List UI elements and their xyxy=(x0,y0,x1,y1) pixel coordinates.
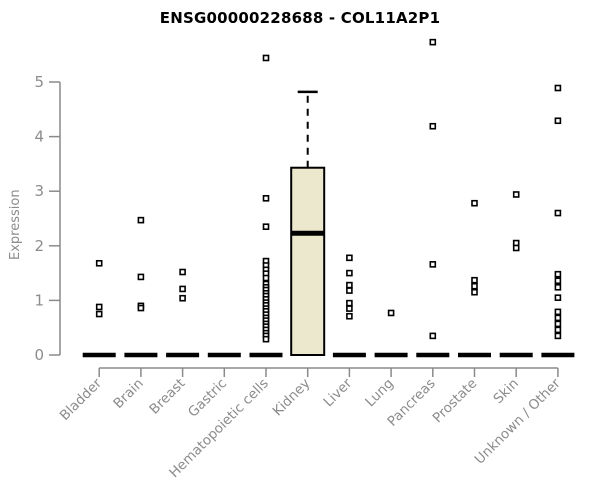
outlier-point xyxy=(554,320,562,328)
y-tick-label: 0 xyxy=(34,346,44,364)
outlier-point xyxy=(137,304,145,312)
outlier-point xyxy=(554,270,562,278)
outlier-point xyxy=(554,209,562,217)
x-category-label: Prostate xyxy=(430,376,481,427)
outlier-point xyxy=(554,117,562,125)
x-category-label: Bladder xyxy=(57,375,106,424)
outlier-point xyxy=(346,312,353,320)
y-tick-label: 3 xyxy=(34,182,44,200)
collapsed-box xyxy=(207,352,241,358)
outlier-point xyxy=(262,194,270,202)
collapsed-box xyxy=(249,352,283,358)
x-category-label: Lung xyxy=(362,376,397,411)
box xyxy=(290,166,326,356)
outlier-point xyxy=(346,287,353,294)
outlier-point xyxy=(346,305,353,312)
collapsed-box xyxy=(166,352,200,358)
outlier-point xyxy=(262,274,270,282)
outlier-point xyxy=(554,326,562,334)
outlier-point xyxy=(512,244,520,252)
outlier-point xyxy=(554,308,562,316)
outlier-point xyxy=(429,332,437,340)
outlier-point xyxy=(554,277,562,285)
outlier-point xyxy=(554,332,562,340)
collapsed-box xyxy=(332,352,366,358)
outlier-point xyxy=(262,335,270,343)
outlier-point xyxy=(554,314,562,322)
outlier-point xyxy=(137,216,145,224)
y-tick-label: 4 xyxy=(34,128,44,146)
outlier-point xyxy=(554,294,562,301)
outlier-point xyxy=(387,309,395,317)
outlier-point xyxy=(554,84,562,92)
collapsed-box xyxy=(82,352,116,358)
collapsed-box xyxy=(416,352,450,358)
outlier-point xyxy=(346,254,353,262)
outlier-point xyxy=(471,288,478,296)
collapsed-box xyxy=(541,352,575,358)
outlier-point xyxy=(429,38,437,46)
x-category-label: Kidney xyxy=(270,376,314,420)
outlier-point xyxy=(554,283,562,291)
outlier-point xyxy=(471,199,478,207)
collapsed-box xyxy=(124,352,158,358)
outlier-point xyxy=(429,261,437,268)
x-category-label: Breast xyxy=(146,376,188,418)
outlier-point xyxy=(346,269,353,277)
outlier-point xyxy=(179,285,186,293)
collapsed-box xyxy=(458,352,491,358)
outlier-point xyxy=(346,281,353,289)
outlier-point xyxy=(346,299,353,307)
y-tick-label: 5 xyxy=(34,73,44,91)
collapsed-box xyxy=(499,352,533,358)
outlier-point xyxy=(429,122,437,130)
outlier-point xyxy=(262,54,270,62)
x-category-label: Brain xyxy=(110,376,146,412)
outlier-point xyxy=(95,303,103,311)
outlier-point xyxy=(471,276,478,284)
y-tick-label: 2 xyxy=(34,237,44,255)
collapsed-box xyxy=(374,352,408,358)
outlier-point xyxy=(512,191,520,198)
outlier-point xyxy=(95,259,103,267)
chart-title: ENSG00000228688 - COL11A2P1 xyxy=(159,9,441,27)
outlier-point xyxy=(179,294,186,302)
outlier-point xyxy=(95,310,103,318)
x-category-label: Skin xyxy=(490,376,522,408)
x-category-label: Liver xyxy=(320,375,355,410)
outlier-point xyxy=(137,273,145,281)
outlier-point xyxy=(262,223,270,230)
y-tick-label: 1 xyxy=(34,291,44,309)
outlier-point xyxy=(179,268,186,276)
outlier-point xyxy=(471,282,478,290)
